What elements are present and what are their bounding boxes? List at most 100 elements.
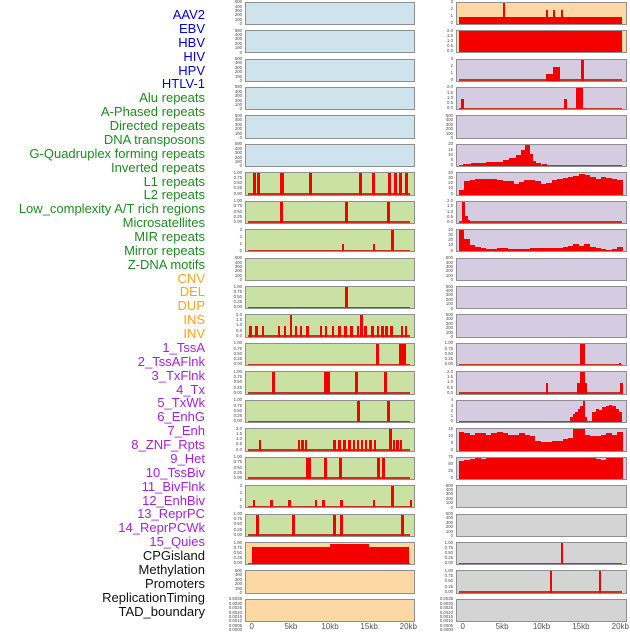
- y-tick-label: 0.0: [236, 446, 242, 452]
- y-tick-label: 0: [450, 533, 453, 539]
- y-axis-ticks: 500 400 300 200 100 0: [211, 28, 242, 55]
- y-tick-label: 0.25: [233, 299, 242, 305]
- y-tick-label: 2.0: [236, 425, 242, 431]
- track-label: INS: [183, 312, 205, 328]
- data-bar: [576, 383, 580, 394]
- y-tick-label: 30: [448, 174, 453, 180]
- y-tick-label: 0.50: [233, 208, 242, 214]
- y-tick-label: 0.0035: [439, 596, 453, 602]
- y-axis-ticks: 500 400 300 200 100 0: [211, 255, 242, 282]
- track-panel-Low_complexity A/T rich regions: [245, 399, 415, 424]
- track-panel-Mirror repeats: [245, 485, 415, 509]
- data-bar: [270, 500, 273, 508]
- track-label: HPV: [178, 62, 205, 78]
- y-axis-ticks: 1.00 0.75 0.50 0.25 0.00: [211, 454, 242, 480]
- data-bar: [502, 160, 510, 167]
- track-panel-5_TxWk: [456, 172, 627, 196]
- y-tick-label: 0: [450, 475, 453, 481]
- data-bar: [469, 459, 476, 479]
- y-tick-label: 500: [234, 0, 242, 5]
- y-tick-label: 30: [448, 231, 453, 237]
- data-bar: [333, 514, 337, 536]
- data-bar: [546, 248, 552, 252]
- data-bar: [486, 458, 492, 479]
- data-bar: [398, 343, 406, 366]
- data-bar: [611, 179, 618, 195]
- y-tick-label: 0.0010: [439, 618, 453, 624]
- baseline: [458, 392, 622, 394]
- data-bar: [540, 442, 547, 451]
- y-tick-label: 100: [445, 301, 453, 307]
- track-label: DNA transposons: [103, 131, 205, 147]
- data-bar: [400, 514, 404, 536]
- y-axis-ticks: 500 400 300 200 100 0: [422, 312, 453, 339]
- data-bar: [551, 248, 558, 252]
- y-tick-label: 400: [234, 117, 242, 123]
- y-tick-label: 0.00: [233, 219, 242, 225]
- data-bar: [518, 433, 525, 451]
- data-bar: [373, 439, 376, 451]
- y-tick-label: 300: [234, 93, 242, 99]
- y-tick-label: 0.25: [444, 583, 453, 589]
- track-label: AAV2: [172, 7, 205, 22]
- data-bar: [462, 201, 466, 224]
- data-bar: [372, 500, 376, 508]
- data-bar: [513, 457, 520, 479]
- y-tick-label: 1.00: [444, 340, 453, 346]
- y-tick-label: 10: [448, 151, 453, 157]
- data-bar: [464, 433, 470, 451]
- baseline: [247, 249, 410, 252]
- y-tick-label: 1.0: [236, 322, 242, 328]
- data-bar: [398, 173, 402, 195]
- data-bar: [502, 433, 509, 451]
- track-label: 1_TssA: [162, 339, 205, 355]
- data-bar: [458, 16, 622, 24]
- y-tick-label: 0: [239, 247, 242, 253]
- track-panel-DUP: [245, 598, 415, 623]
- y-axis-ticks: 500 400 300 200 100 0: [422, 511, 453, 539]
- track-panel-8_ZNF_Rpts: [456, 257, 627, 281]
- y-tick-label: 1.00: [233, 454, 242, 460]
- data-bar: [356, 439, 360, 451]
- data-bar: [469, 179, 476, 195]
- data-bar: [458, 230, 465, 252]
- data-bar: [535, 440, 541, 451]
- data-bar: [496, 431, 503, 451]
- y-tick-label: 5: [450, 157, 453, 162]
- y-tick-label: 1.5: [236, 317, 242, 323]
- y-tick-label: 300: [234, 36, 242, 42]
- data-bar: [256, 173, 260, 195]
- data-bar: [535, 458, 541, 479]
- y-axis-ticks: 0.0035 0.0030 0.0025 0.0020 0.0015 0.0010 0.00…: [211, 596, 242, 632]
- data-bar: [469, 434, 476, 451]
- y-axis-ticks: 1.00 0.75 0.50 0.25 0.00: [211, 511, 242, 537]
- y-tick-label: 0: [239, 134, 242, 140]
- data-bar: [470, 162, 486, 167]
- x-tick-label: 10kb: [532, 621, 551, 631]
- data-bar: [507, 181, 514, 195]
- data-bar: [340, 514, 344, 536]
- y-tick-label: 300: [445, 121, 453, 127]
- data-bar: [345, 287, 349, 309]
- data-bar: [529, 248, 536, 252]
- track-panel-10_TssBiv: [456, 314, 627, 338]
- y-tick-label: 20: [448, 141, 453, 147]
- y-axis-ticks: 500 400 300 200 100 0: [211, 113, 242, 140]
- baseline: [247, 306, 410, 309]
- data-bar: [524, 457, 530, 479]
- y-tick-label: 1: [450, 69, 453, 75]
- y-tick-label: 100: [234, 45, 242, 51]
- data-bar: [567, 457, 574, 479]
- track-panel-15_Quies: [456, 456, 627, 480]
- x-tick-label: 0: [460, 621, 465, 631]
- data-bar: [595, 178, 601, 195]
- data-bar: [371, 326, 374, 337]
- y-tick-label: 500: [234, 84, 242, 90]
- y-tick-label: 0.25: [233, 555, 242, 561]
- data-bar: [399, 439, 402, 451]
- y-tick-label: 0.75: [233, 516, 242, 522]
- y-axis-ticks: 1.00 0.75 0.50 0.25 0.00: [211, 397, 242, 423]
- y-tick-label: 1: [450, 13, 453, 19]
- baseline: [458, 107, 622, 110]
- data-bar: [578, 246, 585, 252]
